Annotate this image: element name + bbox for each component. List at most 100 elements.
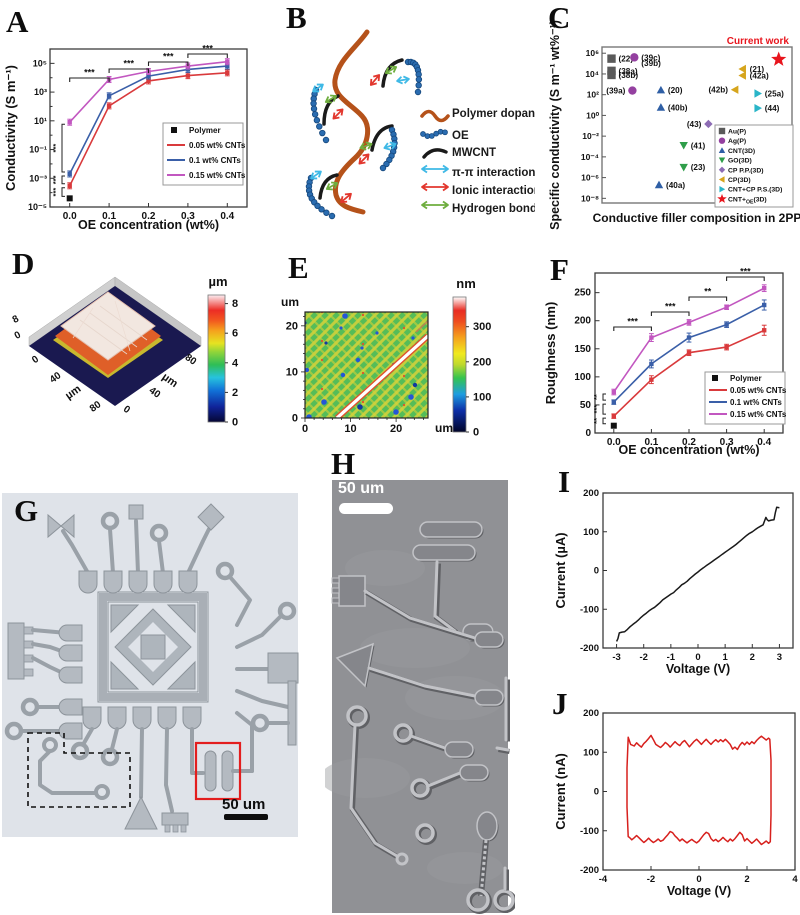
panel-i-chart: -3 -2 -1 0 1 2 3 -200 -100 0 100 200 Voltage (V) Curr… (553, 488, 794, 676)
panel-h-sem-image (325, 480, 515, 914)
svg-text:20: 20 (286, 320, 298, 332)
svg-text:0.0: 0.0 (607, 437, 621, 448)
svg-text:OE concentration (wt%): OE concentration (wt%) (78, 218, 219, 232)
svg-text:***: *** (740, 267, 751, 277)
panel-b-label: B (286, 0, 307, 35)
svg-text:2: 2 (750, 652, 755, 663)
svg-text:**: ** (704, 287, 712, 297)
svg-text:Au(P): Au(P) (728, 129, 746, 136)
svg-text:80: 80 (88, 399, 104, 415)
svg-text:250: 250 (574, 288, 591, 299)
svg-text:1: 1 (722, 652, 728, 663)
svg-text:0.2: 0.2 (142, 211, 156, 222)
svg-text:0.2: 0.2 (682, 437, 696, 448)
panel-j-chart: -4 -2 0 2 4 -200 -100 0 100 200 Voltage (V) Current… (553, 708, 798, 898)
panel-g-micrograph (2, 493, 299, 837)
svg-text:-2: -2 (639, 652, 647, 663)
svg-text:10⁻⁴: 10⁻⁴ (581, 152, 599, 162)
svg-text:0.1 wt% CNTs: 0.1 wt% CNTs (730, 398, 782, 407)
svg-text:-100: -100 (580, 604, 599, 615)
svg-text:(43): (43) (687, 120, 702, 129)
svg-text:Hydrogen bonding: Hydrogen bonding (452, 203, 535, 215)
svg-text:π-π interaction: π-π interaction (452, 167, 535, 179)
svg-text:-4: -4 (599, 874, 608, 885)
svg-text:um: um (435, 421, 453, 435)
svg-text:**: ** (592, 418, 601, 424)
svg-text:10⁻²: 10⁻² (582, 131, 599, 141)
svg-text:um: um (281, 295, 299, 309)
panel-g-label: G (14, 493, 39, 528)
svg-text:Conductive filler composition: Conductive filler composition in 2PP (593, 211, 800, 225)
svg-text:0: 0 (594, 787, 599, 798)
svg-text:100: 100 (574, 372, 591, 383)
svg-text:4: 4 (232, 357, 239, 369)
svg-text:(44): (44) (765, 104, 780, 113)
svg-text:(23): (23) (691, 163, 706, 172)
panel-b-diagram: Polymer dopant OE MWCNT π-π interaction Ioni… (305, 29, 535, 220)
svg-text:µm: µm (63, 383, 83, 402)
svg-text:10⁴: 10⁴ (585, 69, 599, 79)
svg-text:10²: 10² (587, 90, 599, 100)
svg-text:0.4: 0.4 (220, 211, 234, 222)
svg-text:100: 100 (583, 527, 599, 538)
svg-text:(21): (21) (750, 65, 765, 74)
svg-text:10⁻⁶: 10⁻⁶ (581, 173, 599, 183)
svg-text:-2: -2 (647, 874, 655, 885)
svg-text:Voltage (V): Voltage (V) (666, 662, 730, 676)
svg-text:(42b): (42b) (708, 86, 728, 95)
svg-text:10⁶: 10⁶ (586, 48, 599, 58)
svg-text:10: 10 (286, 366, 298, 378)
svg-text:0: 0 (696, 874, 701, 885)
svg-text:0.3: 0.3 (720, 437, 734, 448)
panel-h-label: H (331, 446, 356, 481)
svg-text:***: *** (51, 188, 60, 197)
panel-f-label: F (550, 252, 569, 287)
svg-text:Specific conductivity (S m⁻¹ w: Specific conductivity (S m⁻¹ wt%⁻¹) (548, 20, 562, 230)
svg-text:2: 2 (744, 874, 749, 885)
svg-text:0.05 wt% CNTs: 0.05 wt% CNTs (730, 386, 787, 395)
g-scalebar-label: 50 um (222, 796, 266, 813)
svg-text:***: *** (51, 144, 60, 153)
svg-text:8: 8 (11, 313, 21, 326)
svg-text:µm: µm (208, 274, 227, 289)
svg-text:CNT+OE(3D): CNT+OE(3D) (728, 196, 767, 205)
panel-a-chart: 0.0 0.1 0.2 0.3 0.4 10⁻⁵ 10⁻³ 10⁻¹ 10¹ 10³ 10⁵ OE c… (3, 44, 248, 232)
svg-text:(39b): (39b) (641, 59, 661, 68)
svg-text:***: *** (84, 68, 95, 78)
svg-text:CP(3D): CP(3D) (728, 177, 751, 184)
svg-text:300: 300 (473, 321, 491, 333)
svg-text:-100: -100 (580, 826, 599, 837)
svg-text:GO(3D): GO(3D) (728, 158, 752, 165)
svg-text:100: 100 (583, 747, 599, 758)
svg-text:0.4: 0.4 (757, 437, 771, 448)
svg-text:40: 40 (48, 370, 64, 386)
svg-text:10: 10 (344, 423, 356, 435)
panel-c-label: C (548, 0, 571, 35)
svg-text:(40a): (40a) (666, 181, 685, 190)
svg-text:100: 100 (473, 391, 491, 403)
panel-j-label: J (552, 686, 568, 721)
svg-text:0: 0 (302, 423, 308, 435)
svg-text:150: 150 (574, 344, 591, 355)
svg-text:0.3: 0.3 (181, 211, 195, 222)
svg-text:Current work: Current work (727, 36, 790, 47)
svg-text:(39c): (39c) (641, 53, 660, 62)
svg-text:10⁻⁸: 10⁻⁸ (581, 193, 599, 203)
svg-text:CNT+CP P.S.(3D): CNT+CP P.S.(3D) (728, 187, 782, 194)
svg-text:0: 0 (695, 652, 700, 663)
svg-text:(38a): (38a) (619, 67, 638, 76)
svg-text:(38b): (38b) (619, 71, 639, 80)
panel-f-chart: 0.0 0.1 0.2 0.3 0.4 0 50 100 150 200 250 OE concent… (543, 267, 787, 458)
svg-text:0: 0 (232, 417, 238, 429)
svg-text:10³: 10³ (34, 87, 47, 97)
svg-text:-200: -200 (580, 643, 599, 654)
g-scalebar (224, 814, 268, 820)
svg-text:(42a): (42a) (750, 72, 769, 81)
svg-text:Current (µA): Current (µA) (553, 532, 568, 608)
svg-text:***: *** (163, 52, 174, 62)
svg-text:µm: µm (160, 371, 180, 390)
svg-text:10⁰: 10⁰ (586, 110, 599, 120)
svg-text:200: 200 (473, 356, 491, 368)
svg-text:6: 6 (232, 328, 238, 340)
svg-text:Voltage (V): Voltage (V) (667, 884, 731, 898)
